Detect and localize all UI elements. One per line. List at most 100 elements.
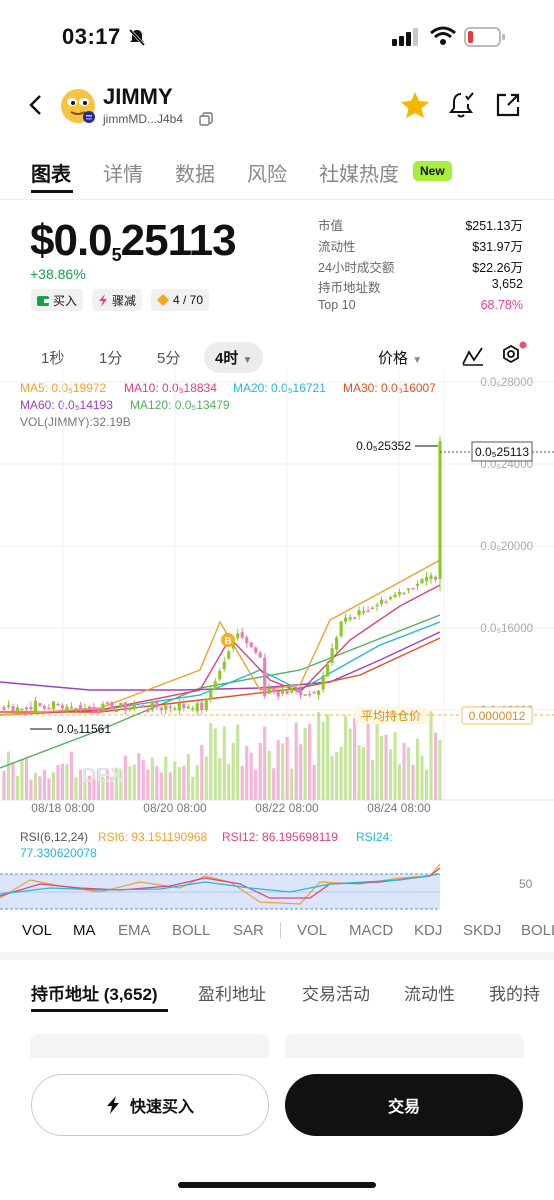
current-price-label: 0.0₅25113 [475, 445, 529, 459]
ind-boll[interactable]: BOLL [172, 922, 211, 939]
volume-bar [173, 761, 177, 800]
section-gap [0, 952, 554, 960]
candle [24, 707, 29, 710]
ind-skdj[interactable]: SKDJ [463, 922, 502, 939]
volume-bar [245, 746, 249, 800]
ind-boll-sub[interactable]: BOLL [521, 922, 554, 939]
volume-bar [150, 757, 154, 800]
x-tick-label: 08/20 08:00 [143, 801, 207, 815]
copy-icon[interactable] [199, 112, 213, 126]
ind-vol[interactable]: VOL [22, 922, 53, 939]
volume-bar [83, 777, 87, 800]
battery-icon [464, 27, 505, 47]
volume-bar [362, 746, 366, 800]
candle [335, 637, 339, 650]
candle [213, 681, 217, 690]
wallet-icon [37, 295, 49, 306]
rsi24-label: RSI24: [356, 830, 393, 844]
tf-1s[interactable]: 1秒 [41, 350, 65, 367]
volume-bar [2, 771, 6, 800]
candle [303, 694, 307, 696]
tf-4h[interactable]: 4时 ▼ [204, 342, 264, 373]
candle [132, 703, 136, 708]
volume-bar [303, 727, 307, 800]
volume-bar [141, 759, 145, 800]
volume-bar [402, 743, 406, 800]
back-icon[interactable] [26, 94, 46, 116]
candle [2, 707, 6, 710]
tab-details[interactable]: 详情 [103, 164, 143, 186]
volume-bar [114, 767, 118, 800]
lightning-icon [106, 1096, 119, 1114]
tab-profit-addresses[interactable]: 盈利地址 [198, 985, 266, 1004]
share-icon[interactable] [495, 92, 521, 118]
holder-tab-underline [31, 1009, 168, 1012]
candle [344, 617, 348, 622]
tf-1m[interactable]: 1分 [99, 350, 123, 367]
alert-bell-icon[interactable] [448, 90, 476, 120]
volume-bar [195, 765, 199, 800]
star-icon[interactable] [400, 91, 430, 119]
candle [227, 651, 231, 659]
candle [92, 707, 96, 711]
volume-bar [254, 769, 258, 800]
dump-pill[interactable]: 骤减 [92, 289, 143, 311]
tab-chart[interactable]: 图表 [31, 164, 71, 186]
volume-bar [258, 742, 262, 800]
volume-bar [20, 759, 24, 800]
candle [267, 688, 271, 694]
rsi6-label: RSI6: 93.151190968 [98, 830, 208, 844]
volume-bar [200, 744, 204, 800]
score-pill[interactable]: 4 / 70 [151, 289, 210, 311]
volume-bar [397, 764, 402, 800]
candle [33, 700, 38, 712]
candle [254, 647, 258, 653]
candle [204, 698, 208, 710]
price-chart[interactable]: 0.0₅28000 0.0₅24000 0.0₅20000 0.0₅16000 0.0₅… [0, 370, 554, 820]
ind-ema[interactable]: EMA [118, 922, 151, 939]
ind-ma[interactable]: MA [73, 922, 96, 939]
settings-icon[interactable] [500, 341, 530, 369]
candle [110, 702, 114, 710]
x-tick-label: 08/18 08:00 [31, 801, 95, 815]
new-badge: New [413, 161, 452, 181]
tab-risk[interactable]: 风险 [247, 164, 287, 186]
volume-bar [276, 740, 280, 800]
tab-liquidity[interactable]: 流动性 [404, 985, 455, 1004]
candle [15, 707, 20, 711]
volume-bar [335, 751, 339, 800]
candle [74, 708, 78, 710]
volume-bar [366, 722, 370, 800]
indicator-icon[interactable] [462, 346, 484, 366]
current-price: $0.0525113 [30, 216, 237, 265]
tab-my-holdings[interactable]: 我的持 [489, 985, 540, 1004]
stat-label-liquidity: 流动性 [318, 240, 356, 254]
ma10-line [0, 584, 441, 716]
stat-label-volume: 24小时成交额 [318, 261, 395, 275]
candle [375, 604, 379, 607]
ind-sar[interactable]: SAR [233, 922, 264, 939]
tab-holders[interactable]: 持币地址 (3,652) [31, 985, 158, 1004]
volume-bar [137, 753, 141, 800]
tab-activity[interactable]: 交易活动 [302, 985, 370, 1004]
price-selector[interactable]: 价格 ▼ [378, 350, 423, 367]
token-address: jimmMD...J4b4 [103, 112, 184, 126]
candle [155, 701, 159, 708]
ind-vol-sub[interactable]: VOL [297, 922, 328, 939]
volume-bar [330, 756, 334, 800]
volume-bar [119, 770, 123, 800]
volume-bar [146, 769, 150, 800]
trade-button[interactable]: 交易 [285, 1074, 523, 1136]
high-label: 0.0₅25352 [356, 439, 411, 453]
quick-buy-button[interactable]: 快速买入 [31, 1074, 269, 1136]
tab-social[interactable]: 社媒热度 [319, 164, 399, 186]
rsi-chart[interactable] [0, 862, 554, 912]
current-price-box [471, 441, 533, 462]
indicator-divider [280, 922, 281, 938]
ind-macd[interactable]: MACD [349, 922, 394, 939]
tf-5m[interactable]: 5分 [157, 350, 181, 367]
ind-kdj[interactable]: KDJ [414, 922, 443, 939]
tab-data[interactable]: 数据 [175, 164, 215, 186]
buy-pill[interactable]: 买入 [31, 289, 84, 311]
candle [429, 575, 433, 580]
